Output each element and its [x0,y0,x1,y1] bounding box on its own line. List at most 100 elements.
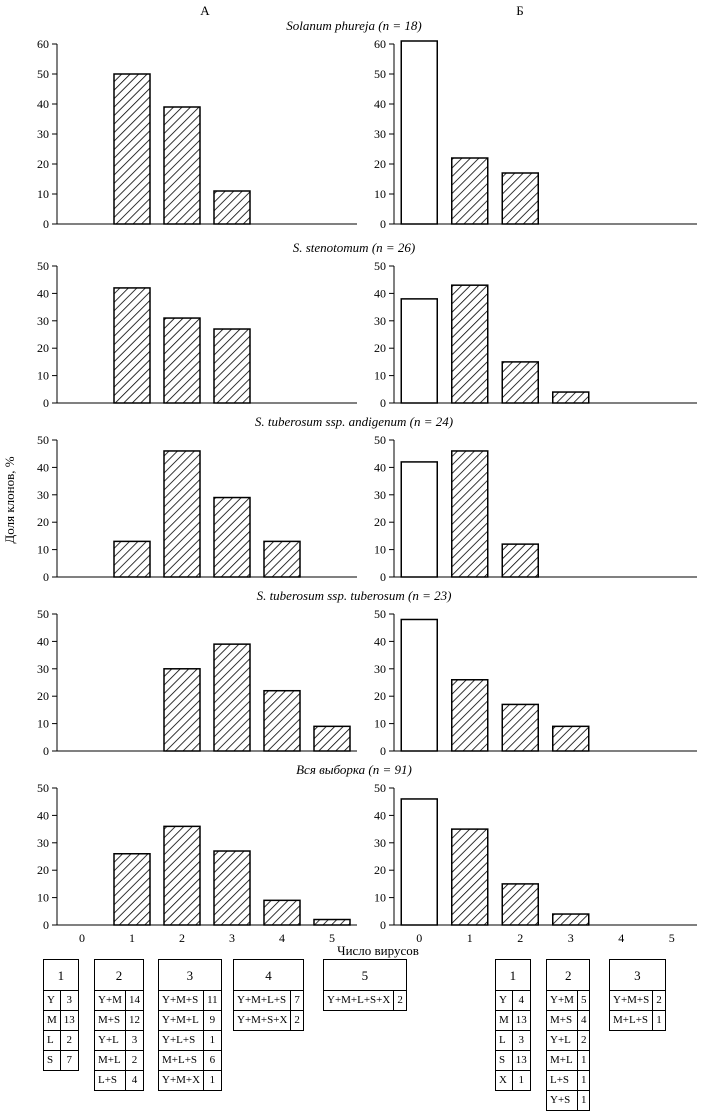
clone-count: 1 [576,1050,591,1071]
y-tick-label: 30 [37,127,49,141]
chart-title: Вся выборка (n = 91) [296,762,412,777]
x-axis-label: Число вирусов [337,943,419,958]
y-tick-label: 10 [37,543,49,557]
virus-combination: M+S [94,1010,126,1031]
virus-combination: Y+M+L+S [232,990,292,1011]
table-header: 2 [94,959,144,991]
table-row: M+L+S 1 [608,1010,666,1031]
y-tick-label: 40 [374,460,386,474]
bar [501,172,539,225]
table-header: 3 [158,959,222,991]
chart-title: S. stenotomum (n = 26) [293,240,416,255]
clone-count: 13 [511,1010,531,1031]
bar [163,668,201,752]
chart-panel: Вся выборка (n = 91) 0 10 20 30 40 50 0 1 2 3 4 5 [37,762,412,945]
bar [451,157,489,225]
y-tick-label: 0 [380,396,386,410]
y-tick-label: 20 [374,689,386,703]
y-tick-label: 20 [374,341,386,355]
bar [213,643,251,752]
y-tick-label: 10 [37,891,49,905]
bar [501,543,539,578]
virus-combination: Y+M+S [608,990,654,1011]
y-tick-label: 0 [380,918,386,932]
table-row: M+L 2 [94,1050,144,1071]
table-row: Y+M 5 [546,990,591,1011]
y-tick-label: 50 [37,259,49,273]
virus-combination: M+L [546,1050,578,1071]
chart-panel: Solanum phureja (n = 18) 0 10 20 30 40 50 60 [37,18,422,231]
clone-count: 3 [124,1030,144,1051]
clone-count: 3 [59,990,79,1011]
clone-count: 13 [511,1050,531,1071]
clone-count: 2 [59,1030,79,1051]
bar [400,298,438,404]
y-tick-label: 50 [374,607,386,621]
y-tick-label: 10 [374,543,386,557]
x-tick-label: 2 [179,931,185,945]
table-row: Y+L+S 1 [157,1030,222,1051]
table-header: 2 [545,959,591,991]
x-tick-label: 3 [568,931,574,945]
chart-panel: S. tuberosum ssp. tuberosum (n = 23) 0 10 2… [37,588,451,758]
y-tick-label: 40 [374,286,386,300]
x-tick-label: 1 [129,931,135,945]
table-row: L+S 4 [94,1070,144,1091]
bar [213,496,251,578]
column-label-a: А [200,3,210,18]
y-tick-label: 50 [374,781,386,795]
y-tick-label: 50 [37,67,49,81]
table-b-2: 2 Y+M 5 M+S 4 Y+L 2 M+L 1 L+S 1 Y+S 1 [545,959,591,1111]
virus-combination: L+S [546,1070,578,1091]
virus-combination: Y+M+S [157,990,205,1011]
y-tick-label: 0 [43,744,49,758]
clone-count: 5 [576,990,591,1011]
virus-combination: Y+M [94,990,126,1011]
y-tick-label: 0 [43,570,49,584]
y-tick-label: 40 [37,286,49,300]
y-tick-label: 40 [37,460,49,474]
virus-combination: Y+M+L+S+X [322,990,395,1011]
chart-panel: S. stenotomum (n = 26) 0 10 20 30 40 50 [37,240,415,410]
clone-count: 12 [124,1010,144,1031]
y-tick-label: 20 [37,689,49,703]
virus-combination: Y+M+S+X [232,1010,292,1031]
clone-count: 14 [124,990,144,1011]
clone-count: 9 [203,1010,222,1031]
table-header: 4 [233,959,304,991]
clone-count: 4 [576,1010,591,1031]
y-tick-label: 0 [43,396,49,410]
bar [313,725,351,752]
clone-count: 4 [511,990,531,1011]
y-tick-label: 0 [43,918,49,932]
y-tick-label: 10 [37,717,49,731]
bar [501,703,539,752]
y-tick-label: 50 [374,259,386,273]
y-tick-label: 50 [37,433,49,447]
y-tick-label: 40 [37,808,49,822]
table-row: M+S 12 [94,1010,144,1031]
y-tick-label: 30 [374,127,386,141]
y-tick-label: 0 [43,217,49,231]
virus-combination: Y [495,990,513,1011]
table-row: L+S 1 [546,1070,591,1091]
y-tick-label: 30 [37,488,49,502]
x-tick-label: 4 [618,931,624,945]
y-tick-label: 40 [37,634,49,648]
x-tick-label: 4 [279,931,285,945]
y-tick-label: 10 [374,187,386,201]
clone-count: 2 [124,1050,144,1071]
bar [263,540,301,578]
clone-count: 2 [290,1010,304,1031]
bar [163,106,201,225]
chart-panel: S. tuberosum ssp. andigenum (n = 24) 0 10 2… [37,414,453,584]
table-row: Y+M 14 [94,990,144,1011]
column-label-b: Б [516,3,523,18]
bar [163,317,201,404]
x-tick-label: 3 [229,931,235,945]
